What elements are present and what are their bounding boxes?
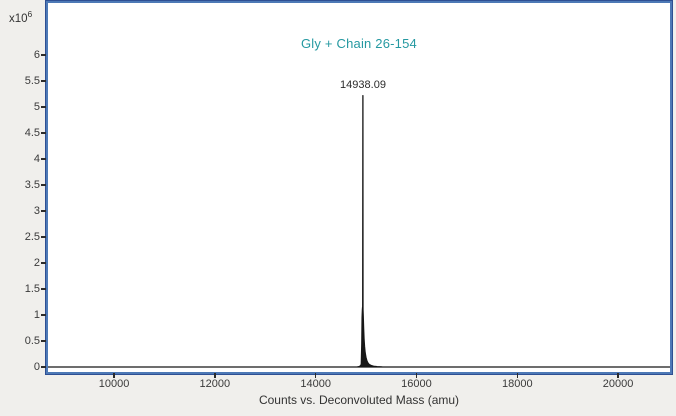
y-axis-exponent-base: x10 [9, 12, 28, 25]
y-tick-label: 4.5 [24, 126, 40, 139]
y-tick-mark [41, 262, 46, 264]
y-tick-label: 0 [33, 360, 40, 373]
x-tick-mark [113, 373, 115, 378]
peak-mass-annotation: 14938.09 [340, 79, 386, 91]
plot-area[interactable]: Gly + Chain 26-154 14938.09 [46, 1, 672, 374]
x-tick-label: 16000 [401, 378, 432, 390]
y-tick-mark [41, 158, 46, 160]
x-tick-mark [314, 373, 317, 378]
y-axis-exponent: x106 [9, 9, 32, 25]
spectrum-trace-canvas [48, 94, 670, 368]
y-tick-mark [41, 366, 46, 368]
y-tick-label: 5 [33, 100, 40, 113]
y-tick-mark [41, 340, 46, 342]
y-tick-label: 3.5 [24, 178, 40, 191]
y-tick-label: 1.5 [24, 282, 40, 295]
y-tick-label: 4 [33, 152, 40, 165]
y-tick-mark [41, 236, 46, 238]
chart-title: Gly + Chain 26-154 [301, 36, 417, 51]
y-tick-mark [41, 184, 46, 186]
y-tick-mark [41, 54, 46, 56]
x-tick-label: 12000 [199, 378, 231, 390]
x-tick-label: 10000 [98, 378, 130, 390]
y-tick-label: 3 [33, 204, 40, 217]
y-tick-label: 2.5 [24, 230, 40, 243]
y-axis-exponent-power: 6 [27, 9, 33, 19]
y-tick-label: 0.5 [24, 334, 40, 347]
y-tick-mark [41, 132, 46, 134]
y-tick-mark [41, 80, 46, 82]
x-tick-mark [214, 373, 216, 378]
x-tick-label: 18000 [501, 378, 533, 390]
deconvoluted-mass-spectrum [48, 94, 670, 368]
y-tick-label: 1 [33, 308, 40, 321]
x-tick-mark [516, 373, 518, 378]
x-tick-label: 20000 [602, 378, 634, 390]
y-tick-label: 5.5 [24, 74, 40, 87]
x-tick-mark [415, 373, 418, 378]
x-tick-label: 14000 [300, 378, 331, 390]
y-tick-mark [41, 314, 46, 316]
y-tick-label: 2 [33, 256, 40, 269]
x-axis-label: Counts vs. Deconvoluted Mass (amu) [258, 393, 460, 407]
y-tick-mark [41, 288, 46, 290]
y-tick-label: 6 [33, 48, 40, 61]
x-tick-mark [617, 373, 619, 378]
y-tick-mark [41, 106, 46, 108]
y-tick-mark [41, 210, 46, 212]
